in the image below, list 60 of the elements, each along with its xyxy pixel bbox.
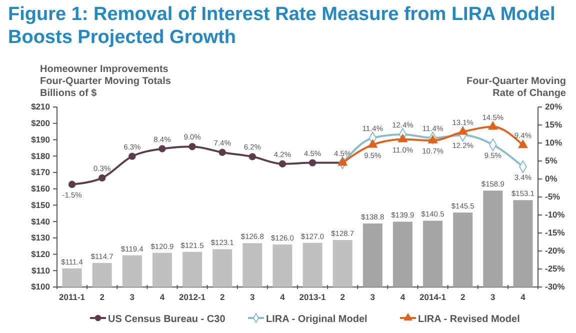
legend-label: US Census Bureau - C30 xyxy=(108,314,226,325)
y-tick-label: $110 xyxy=(32,265,50,276)
point xyxy=(128,152,136,160)
y2-tick-label: -5% xyxy=(545,192,561,202)
y2-tick-label: 5% xyxy=(545,156,558,166)
x-tick-label: 2 xyxy=(220,292,225,302)
y2-tick-label: -20% xyxy=(545,246,566,256)
x-tick-label: 2014-1 xyxy=(420,292,446,302)
point xyxy=(68,180,76,188)
point xyxy=(158,145,166,152)
y-tick-label: $130 xyxy=(31,232,50,243)
y2-tick-label: -25% xyxy=(545,264,566,274)
y-tick-label: $150 xyxy=(31,200,50,210)
legend-label: LIRA - Original Model xyxy=(266,314,368,325)
x-tick-label: 3 xyxy=(490,292,496,302)
y2-axis-title: Four-Quarter Moving Rate of Change xyxy=(466,76,566,99)
y-axis-title: Homeowner Improvements Four-Quarter Moving Totals Billions of $ xyxy=(40,64,172,99)
point xyxy=(458,126,468,135)
y-tick-label: $200 xyxy=(31,118,50,128)
x-tick-label: 3 xyxy=(370,292,376,302)
y-tick-label: $100 xyxy=(31,282,50,292)
y-tick-label: $140 xyxy=(31,216,50,226)
x-tick-label: 2013-1 xyxy=(299,292,326,302)
point xyxy=(278,160,286,168)
x-tick-label: 2 xyxy=(460,292,466,302)
point xyxy=(488,121,498,130)
x-tick-label: 3 xyxy=(130,292,135,302)
y2-tick-label: -30% xyxy=(545,282,566,292)
point xyxy=(398,134,408,142)
y2-tick-label: -15% xyxy=(545,228,566,238)
y-tick-label: $190 xyxy=(31,134,50,144)
x-tick-label: 4 xyxy=(280,292,286,302)
y2-tick-label: 10% xyxy=(545,138,562,148)
chart-title: Figure 1: Removal of Interest Rate Measure from LIRA Model Boosts Projected Growth xyxy=(8,4,556,48)
point xyxy=(368,139,378,148)
x-tick-label: 2012-1 xyxy=(179,292,206,302)
x-tick-label: 2011-1 xyxy=(59,292,86,302)
x-tick-label: 3 xyxy=(250,292,256,302)
x-tick-label: 4 xyxy=(160,292,165,302)
point xyxy=(188,143,196,150)
point xyxy=(518,140,528,148)
y2-tick-label: 0% xyxy=(545,174,558,184)
y2-tick-label: 20% xyxy=(545,102,562,112)
point xyxy=(308,159,316,166)
y2-tick-label: -10% xyxy=(545,210,566,220)
point xyxy=(428,135,438,144)
point xyxy=(98,174,106,182)
y-tick-label: $180 xyxy=(31,150,50,161)
y-tick-label: $120 xyxy=(31,248,50,259)
point xyxy=(248,153,256,160)
y2-tick-label: 15% xyxy=(545,120,562,130)
y-tick-label: $210 xyxy=(31,102,50,112)
x-tick-label: 2 xyxy=(100,292,105,302)
x-tick-label: 4 xyxy=(400,292,406,302)
point xyxy=(218,148,226,156)
x-tick-label: 2 xyxy=(340,292,346,302)
y-tick-label: $160 xyxy=(31,184,50,194)
x-tick-label: 4 xyxy=(520,292,526,302)
y-tick-label: $170 xyxy=(31,167,50,178)
legend-label: LIRA - Revised Model xyxy=(418,314,520,325)
